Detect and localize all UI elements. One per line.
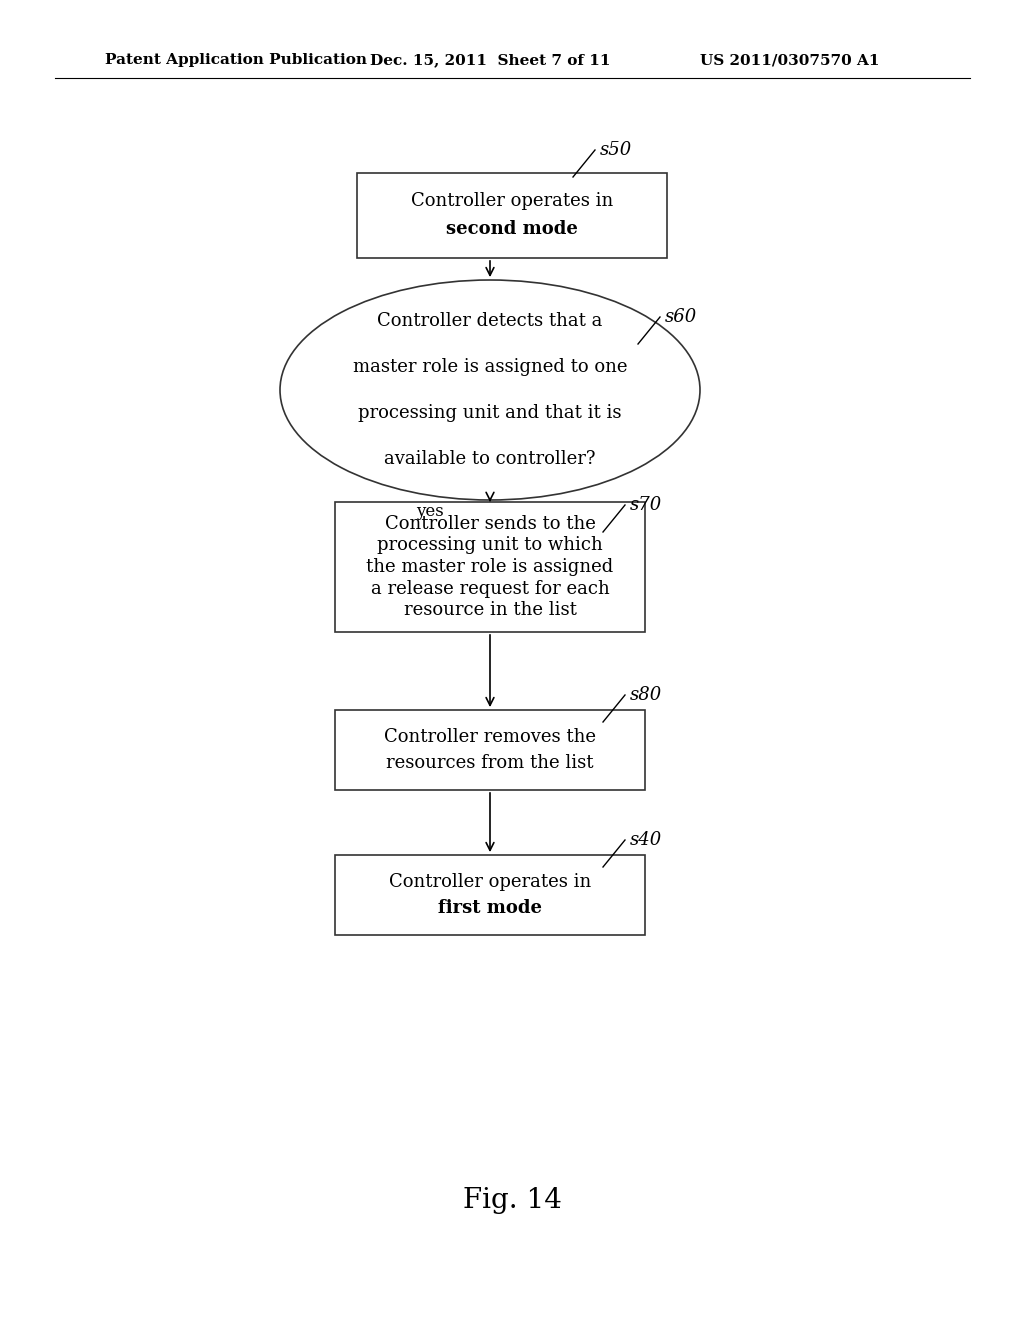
- Text: first mode: first mode: [438, 899, 542, 917]
- Text: a release request for each: a release request for each: [371, 579, 609, 598]
- Text: s50: s50: [600, 141, 632, 158]
- Text: Fig. 14: Fig. 14: [463, 1187, 561, 1213]
- Text: processing unit and that it is: processing unit and that it is: [358, 404, 622, 422]
- Text: s40: s40: [630, 832, 663, 849]
- Bar: [335, 710, 645, 789]
- Text: master role is assigned to one: master role is assigned to one: [352, 358, 628, 376]
- Text: second mode: second mode: [446, 220, 578, 238]
- Text: Controller operates in: Controller operates in: [389, 873, 591, 891]
- Text: Controller operates in: Controller operates in: [411, 191, 613, 210]
- Text: US 2011/0307570 A1: US 2011/0307570 A1: [700, 53, 880, 67]
- Ellipse shape: [280, 280, 700, 500]
- Text: Controller detects that a: Controller detects that a: [377, 312, 603, 330]
- Text: resource in the list: resource in the list: [403, 602, 577, 619]
- Text: the master role is assigned: the master role is assigned: [367, 558, 613, 576]
- Text: yes: yes: [416, 503, 443, 520]
- Text: Dec. 15, 2011  Sheet 7 of 11: Dec. 15, 2011 Sheet 7 of 11: [370, 53, 610, 67]
- Text: s60: s60: [665, 308, 697, 326]
- Text: available to controller?: available to controller?: [384, 450, 596, 469]
- Text: s80: s80: [630, 686, 663, 704]
- Bar: [357, 173, 667, 257]
- Text: processing unit to which: processing unit to which: [377, 536, 603, 554]
- Bar: [335, 502, 645, 632]
- Text: Controller sends to the: Controller sends to the: [385, 515, 595, 533]
- Text: Patent Application Publication: Patent Application Publication: [105, 53, 367, 67]
- Text: Controller removes the: Controller removes the: [384, 727, 596, 746]
- Text: s70: s70: [630, 496, 663, 513]
- Text: resources from the list: resources from the list: [386, 754, 594, 772]
- Bar: [335, 855, 645, 935]
